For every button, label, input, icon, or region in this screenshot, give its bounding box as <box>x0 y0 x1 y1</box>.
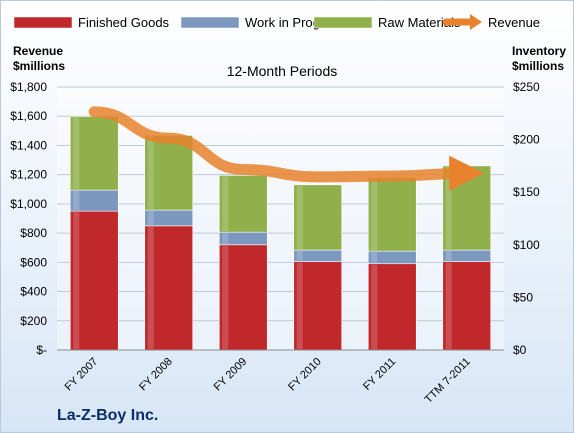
bar-highlight <box>73 191 80 211</box>
bar-highlight <box>147 226 154 349</box>
x-tick-label: FY 2007 <box>63 356 101 394</box>
x-tick-label: FY 2010 <box>286 356 324 394</box>
left-axis-title-line2: $millions <box>13 59 65 73</box>
right-axis-title-line2: $millions <box>512 59 564 73</box>
bar-raw-materials <box>367 177 417 252</box>
legend: Finished Goods Work in Progress Raw Materi… <box>13 14 540 30</box>
bar-highlight <box>371 264 378 349</box>
bar-finished-goods <box>144 225 194 351</box>
left-tick-label: $- <box>36 343 47 357</box>
left-tick-label: $1,400 <box>10 138 47 152</box>
right-tick-label: $150 <box>513 185 540 199</box>
legend-swatch <box>13 16 73 29</box>
right-tick-label: $50 <box>513 290 533 304</box>
bar-finished-goods <box>293 261 343 351</box>
bar-highlight <box>296 251 303 261</box>
revenue-line <box>88 106 485 191</box>
bar-finished-goods <box>218 244 268 351</box>
chart-subtitle: 12-Month Periods <box>227 63 338 79</box>
right-tick-label: $200 <box>513 133 540 147</box>
bar-highlight <box>296 262 303 349</box>
bar-highlight <box>445 251 452 261</box>
bar-highlight <box>296 185 303 250</box>
bar-finished-goods <box>69 210 119 351</box>
x-tick-label: FY 2011 <box>361 356 398 393</box>
bar-highlight <box>222 233 229 244</box>
bar-raw-materials <box>218 175 268 233</box>
x-tick-label: FY 2008 <box>137 356 175 394</box>
bar-highlight <box>73 212 80 349</box>
bar-highlight <box>371 178 378 251</box>
legend-arrow-icon <box>470 14 482 30</box>
bar-finished-goods <box>367 263 417 351</box>
left-tick-label: $800 <box>20 226 47 240</box>
right-tick-label: $250 <box>513 80 540 94</box>
legend-swatch <box>180 16 240 29</box>
right-axis-ticks: $0 $50 $100 $150 $200 $250 <box>513 80 540 357</box>
bar-highlight <box>371 252 378 263</box>
legend-item-revenue: Revenue <box>442 14 540 30</box>
x-tick-label: TTM 7-2011 <box>423 356 473 406</box>
bar-highlight <box>147 211 154 225</box>
bar-raw-materials <box>293 184 343 251</box>
bar-highlight <box>73 117 80 190</box>
left-tick-label: $400 <box>20 285 47 299</box>
legend-item-finished-goods: Finished Goods <box>13 15 170 30</box>
bar-highlight <box>222 245 229 349</box>
bars <box>69 116 492 351</box>
left-tick-label: $1,000 <box>10 197 47 211</box>
legend-swatch <box>313 16 373 29</box>
left-axis-title-line1: Revenue <box>13 44 63 58</box>
legend-item-raw-materials: Raw Materials <box>313 15 461 30</box>
legend-label: Revenue <box>488 15 540 30</box>
right-tick-label: $0 <box>513 343 527 357</box>
legend-label: Raw Materials <box>378 15 461 30</box>
left-tick-label: $1,200 <box>10 168 47 182</box>
x-tick-label: FY 2009 <box>212 356 250 394</box>
bar-highlight <box>445 166 452 250</box>
right-axis-title-line1: Inventory <box>512 44 566 58</box>
plot-area: $- $200 $400 $600 $800 $1,000 $1,200 $1,400 $1,6… <box>10 80 540 406</box>
bar-highlight <box>147 136 154 210</box>
right-tick-label: $100 <box>513 238 540 252</box>
left-tick-label: $1,600 <box>10 109 47 123</box>
left-tick-label: $200 <box>20 314 47 328</box>
left-tick-label: $600 <box>20 255 47 269</box>
bar-highlight <box>445 262 452 349</box>
legend-label: Finished Goods <box>78 15 170 30</box>
x-axis-labels: FY 2007 FY 2008 FY 2009 FY 2010 FY 2011 TTM 7… <box>63 356 473 406</box>
left-axis-ticks: $- $200 $400 $600 $800 $1,000 $1,200 $1,400 $1,6… <box>10 80 47 357</box>
left-tick-label: $1,800 <box>10 80 47 94</box>
company-name: La-Z-Boy Inc. <box>57 407 158 424</box>
bar-raw-materials <box>144 135 194 211</box>
bar-highlight <box>222 176 229 232</box>
